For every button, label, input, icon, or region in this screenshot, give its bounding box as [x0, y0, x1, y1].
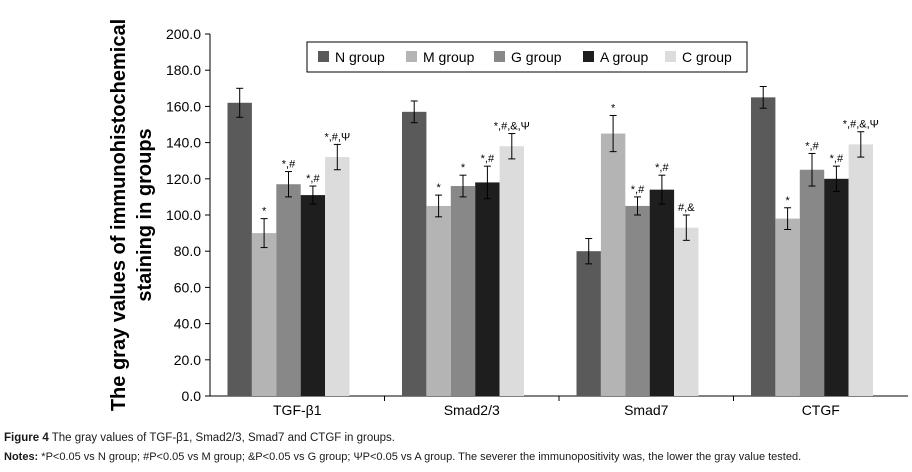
notes-text: *P<0.05 vs N group; #P<0.05 vs M group; …	[41, 451, 802, 463]
significance-label: *,#	[282, 159, 296, 171]
legend-swatch	[665, 51, 676, 62]
significance-label: *,#	[805, 140, 819, 152]
significance-label: *,#,Ψ	[324, 131, 350, 143]
y-tick-label: 20.0	[174, 352, 201, 368]
y-tick-label: 0.0	[182, 388, 202, 404]
significance-label: #,&	[678, 202, 695, 214]
legend-label: M group	[423, 49, 475, 65]
bar	[576, 251, 601, 396]
significance-label: *,#	[481, 153, 495, 165]
bar	[799, 169, 825, 396]
significance-label: *,#,&,Ψ	[494, 121, 530, 133]
y-tick-label: 160.0	[166, 98, 201, 114]
significance-label: *	[436, 182, 441, 194]
significance-label: *,#	[655, 162, 669, 174]
significance-label: *	[262, 206, 267, 218]
bar	[625, 205, 650, 396]
bar	[751, 97, 776, 396]
legend-label: A group	[600, 49, 648, 65]
chart-bars: * *,# *,# *,#,Ψ * * *,# *,#,&,Ψ * *,# *,# #,& * *,# *,…	[227, 85, 879, 397]
chart-legend: N group M group G group A group C group	[306, 41, 748, 73]
significance-label: *	[785, 195, 790, 207]
legend-swatch	[406, 51, 417, 62]
y-axis-label-line1: The gray values of immunohistochemical	[108, 19, 130, 411]
significance-label: *,#	[830, 153, 844, 165]
bar	[499, 146, 524, 396]
y-tick-label: 100.0	[166, 207, 201, 223]
significance-label: *,#	[631, 184, 645, 196]
figure-notes: Notes: *P<0.05 vs N group; #P<0.05 vs M …	[4, 451, 801, 463]
chart-axes: 0.0 20.0 40.0 60.0 80.0 100.0 120.0 140.0 160.0 1…	[166, 26, 908, 418]
bar	[824, 178, 849, 396]
significance-label: *,#	[306, 173, 320, 185]
legend-label: N group	[335, 49, 385, 65]
x-tick-label: CTGF	[802, 402, 840, 418]
bar	[450, 186, 476, 396]
bar	[426, 205, 451, 396]
bar	[402, 111, 427, 396]
bar	[227, 102, 252, 396]
significance-label: *,#,&,Ψ	[843, 119, 879, 131]
bar	[775, 218, 800, 396]
y-axis-label-line2: staining in groups	[134, 128, 156, 301]
bar	[475, 182, 500, 396]
bar	[251, 233, 277, 396]
bar	[276, 184, 301, 396]
bar	[674, 227, 699, 396]
x-tick-label: TGF-β1	[273, 402, 322, 418]
y-tick-label: 120.0	[166, 171, 201, 187]
y-tick-label: 80.0	[174, 243, 201, 259]
x-tick-label: Smad2/3	[444, 402, 500, 418]
legend-label: C group	[682, 49, 732, 65]
figure-caption-text: The gray values of TGF-β1, Smad2/3, Smad…	[51, 432, 395, 444]
y-axis-label: The gray values of immunohistochemical st…	[108, 19, 156, 411]
bar	[649, 189, 675, 396]
bar	[600, 133, 626, 397]
figure-label: Figure 4	[4, 432, 49, 444]
legend-swatch	[318, 51, 329, 62]
x-tick-label: Smad7	[624, 402, 669, 418]
bar	[300, 195, 326, 396]
bar	[325, 157, 350, 396]
significance-label: *	[461, 162, 466, 174]
notes-label: Notes:	[4, 451, 39, 463]
legend-label: G group	[511, 49, 562, 65]
figure-caption: Figure 4 The gray values of TGF-β1, Smad…	[4, 432, 395, 444]
legend-swatch	[494, 51, 505, 62]
legend-swatch	[583, 51, 594, 62]
bar-chart: 0.0 20.0 40.0 60.0 80.0 100.0 120.0 140.0 160.0 1…	[108, 19, 908, 418]
y-tick-label: 180.0	[166, 62, 201, 78]
y-tick-label: 140.0	[166, 135, 201, 151]
y-tick-label: 200.0	[166, 26, 201, 42]
y-tick-label: 60.0	[174, 279, 201, 295]
bar	[848, 144, 873, 396]
significance-label: *	[611, 102, 616, 114]
y-tick-label: 40.0	[174, 316, 201, 332]
